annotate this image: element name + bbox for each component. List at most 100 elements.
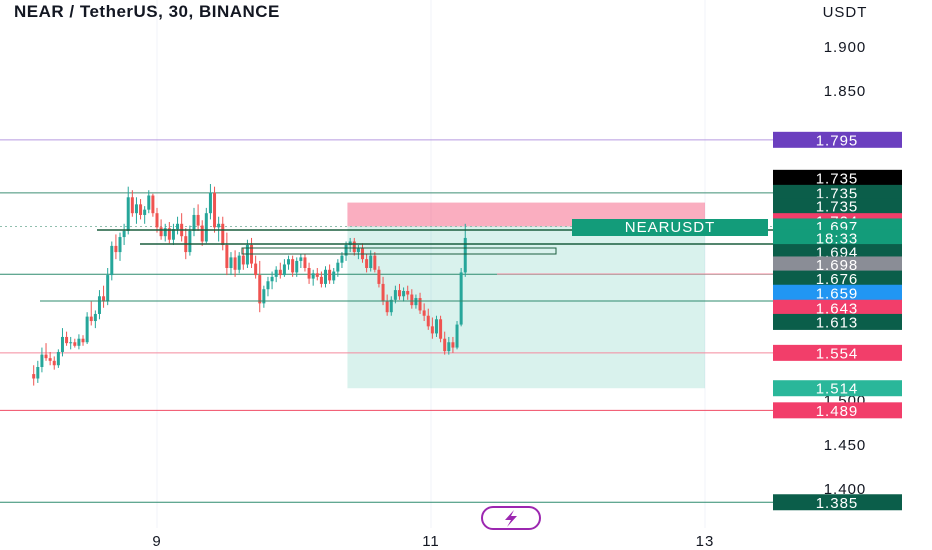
candle-body: [459, 272, 463, 325]
price-tag-bg: [773, 313, 902, 330]
price-tag-text: 1.514: [816, 381, 859, 398]
time-axis[interactable]: 9 11 13: [0, 530, 775, 550]
candle-body: [32, 374, 36, 379]
price-tag-3[interactable]: 1.735: [773, 198, 902, 216]
price-tag-text: 1.613: [816, 314, 859, 331]
candle-body: [307, 268, 311, 279]
time-tick-9: 9: [152, 533, 161, 550]
symbol-label[interactable]: NEARUSDT: [572, 219, 768, 236]
candle-body: [233, 257, 237, 270]
drawings[interactable]: NEARUSDT: [40, 219, 775, 530]
candle-body: [130, 197, 134, 214]
price-tag-9[interactable]: 1.676: [773, 270, 902, 289]
price-tag-bg: [773, 256, 902, 273]
lightning-icon[interactable]: [481, 506, 541, 530]
price-tag-text: 1.554: [816, 345, 859, 362]
price-tag-2[interactable]: 1.735: [773, 184, 902, 203]
candle-body: [114, 245, 118, 253]
price-tag-11[interactable]: 1.643: [773, 299, 902, 318]
price-tag-bg: [773, 299, 902, 316]
candle-body: [36, 367, 40, 379]
price-tag-bg: [773, 270, 902, 287]
candle-body: [311, 273, 315, 279]
range-box[interactable]: [241, 247, 557, 255]
candle-body: [85, 316, 89, 343]
time-tick-13: 13: [696, 533, 715, 550]
candle-body: [406, 290, 410, 295]
candle-body: [163, 228, 167, 237]
candle-body: [147, 195, 151, 210]
price-tag-bg: [773, 380, 902, 397]
price-tag-14[interactable]: 1.514: [773, 380, 902, 398]
price-tag-text: 1.489: [816, 403, 859, 420]
price-tag-1[interactable]: 1.735: [773, 169, 902, 188]
candle-body: [200, 225, 204, 242]
price-tag-bg: [773, 198, 902, 215]
candle-body: [221, 223, 225, 246]
chart-title: NEAR / TetherUS, 30, BINANCE: [14, 2, 280, 21]
candle-body: [97, 296, 101, 314]
price-tag-13[interactable]: 1.554: [773, 344, 902, 363]
price-tag-0[interactable]: 1.795: [773, 131, 902, 150]
candle-body: [369, 255, 373, 268]
lightning-icon-bolt: [505, 510, 517, 527]
candle-body: [151, 195, 155, 214]
candle-body: [89, 316, 93, 322]
candle-body: [447, 342, 451, 352]
candle-body: [410, 294, 414, 306]
candle-body: [40, 354, 44, 368]
price-tag-text: 1.735: [816, 199, 859, 216]
candle-body: [381, 283, 385, 302]
price-tick-1.850: 1.850: [824, 83, 867, 100]
time-tick-11: 11: [422, 533, 440, 550]
price-tag-bg: [773, 494, 902, 511]
price-tag-15[interactable]: 1.489: [773, 402, 902, 420]
candle-body: [155, 213, 159, 228]
price-tag-text: 1.735: [816, 185, 859, 202]
symbol-label-text: NEARUSDT: [625, 219, 716, 236]
candle-body: [134, 204, 138, 214]
candle-body: [328, 269, 332, 281]
candle-body: [245, 245, 249, 265]
candle-body: [291, 259, 295, 273]
price-tag-12[interactable]: 1.613: [773, 313, 902, 332]
price-tag-bg: [773, 229, 902, 246]
candle-body: [110, 245, 114, 276]
price-tick-1.450: 1.450: [824, 437, 867, 454]
price-tag-text: 18:33: [816, 230, 859, 247]
candle-body: [385, 301, 389, 313]
candle-body: [356, 248, 360, 253]
price-tag-text: 1.698: [816, 257, 859, 274]
candle-body: [254, 263, 258, 276]
candle-body: [278, 269, 282, 276]
candle-body: [139, 204, 143, 215]
price-tag-text: 1.385: [816, 495, 859, 512]
price-tag-8[interactable]: 1.698: [773, 256, 902, 274]
candle-body: [336, 262, 340, 272]
candle-body: [344, 245, 348, 256]
candle-body: [213, 192, 217, 228]
price-tag-16[interactable]: 1.385: [773, 494, 902, 512]
price-tick-1.400: 1.400: [824, 481, 867, 498]
price-axis[interactable]: USDT1.9001.8501.5001.4501.4001.7951.7351…: [773, 0, 932, 550]
candle-body: [393, 290, 397, 300]
candle-body: [430, 326, 434, 334]
price-tag-10[interactable]: 1.659: [773, 284, 902, 303]
candle-body: [266, 281, 270, 290]
candle-body: [106, 275, 110, 302]
symbol-label-bg: [572, 219, 768, 236]
candle-body: [56, 351, 60, 366]
candle-body: [208, 192, 212, 214]
candle-body: [418, 298, 422, 311]
candle-body: [422, 310, 426, 316]
price-tag-6[interactable]: 18:33: [773, 229, 902, 248]
candle-body: [282, 264, 286, 276]
candle-body: [225, 245, 229, 268]
candle-body: [352, 241, 356, 253]
price-tick-1.900: 1.900: [824, 39, 867, 56]
candle-body: [426, 315, 430, 327]
price-tag-text: 1.676: [816, 271, 859, 288]
candle-body: [455, 324, 459, 348]
take-profit-zone[interactable]: [347, 226, 705, 389]
